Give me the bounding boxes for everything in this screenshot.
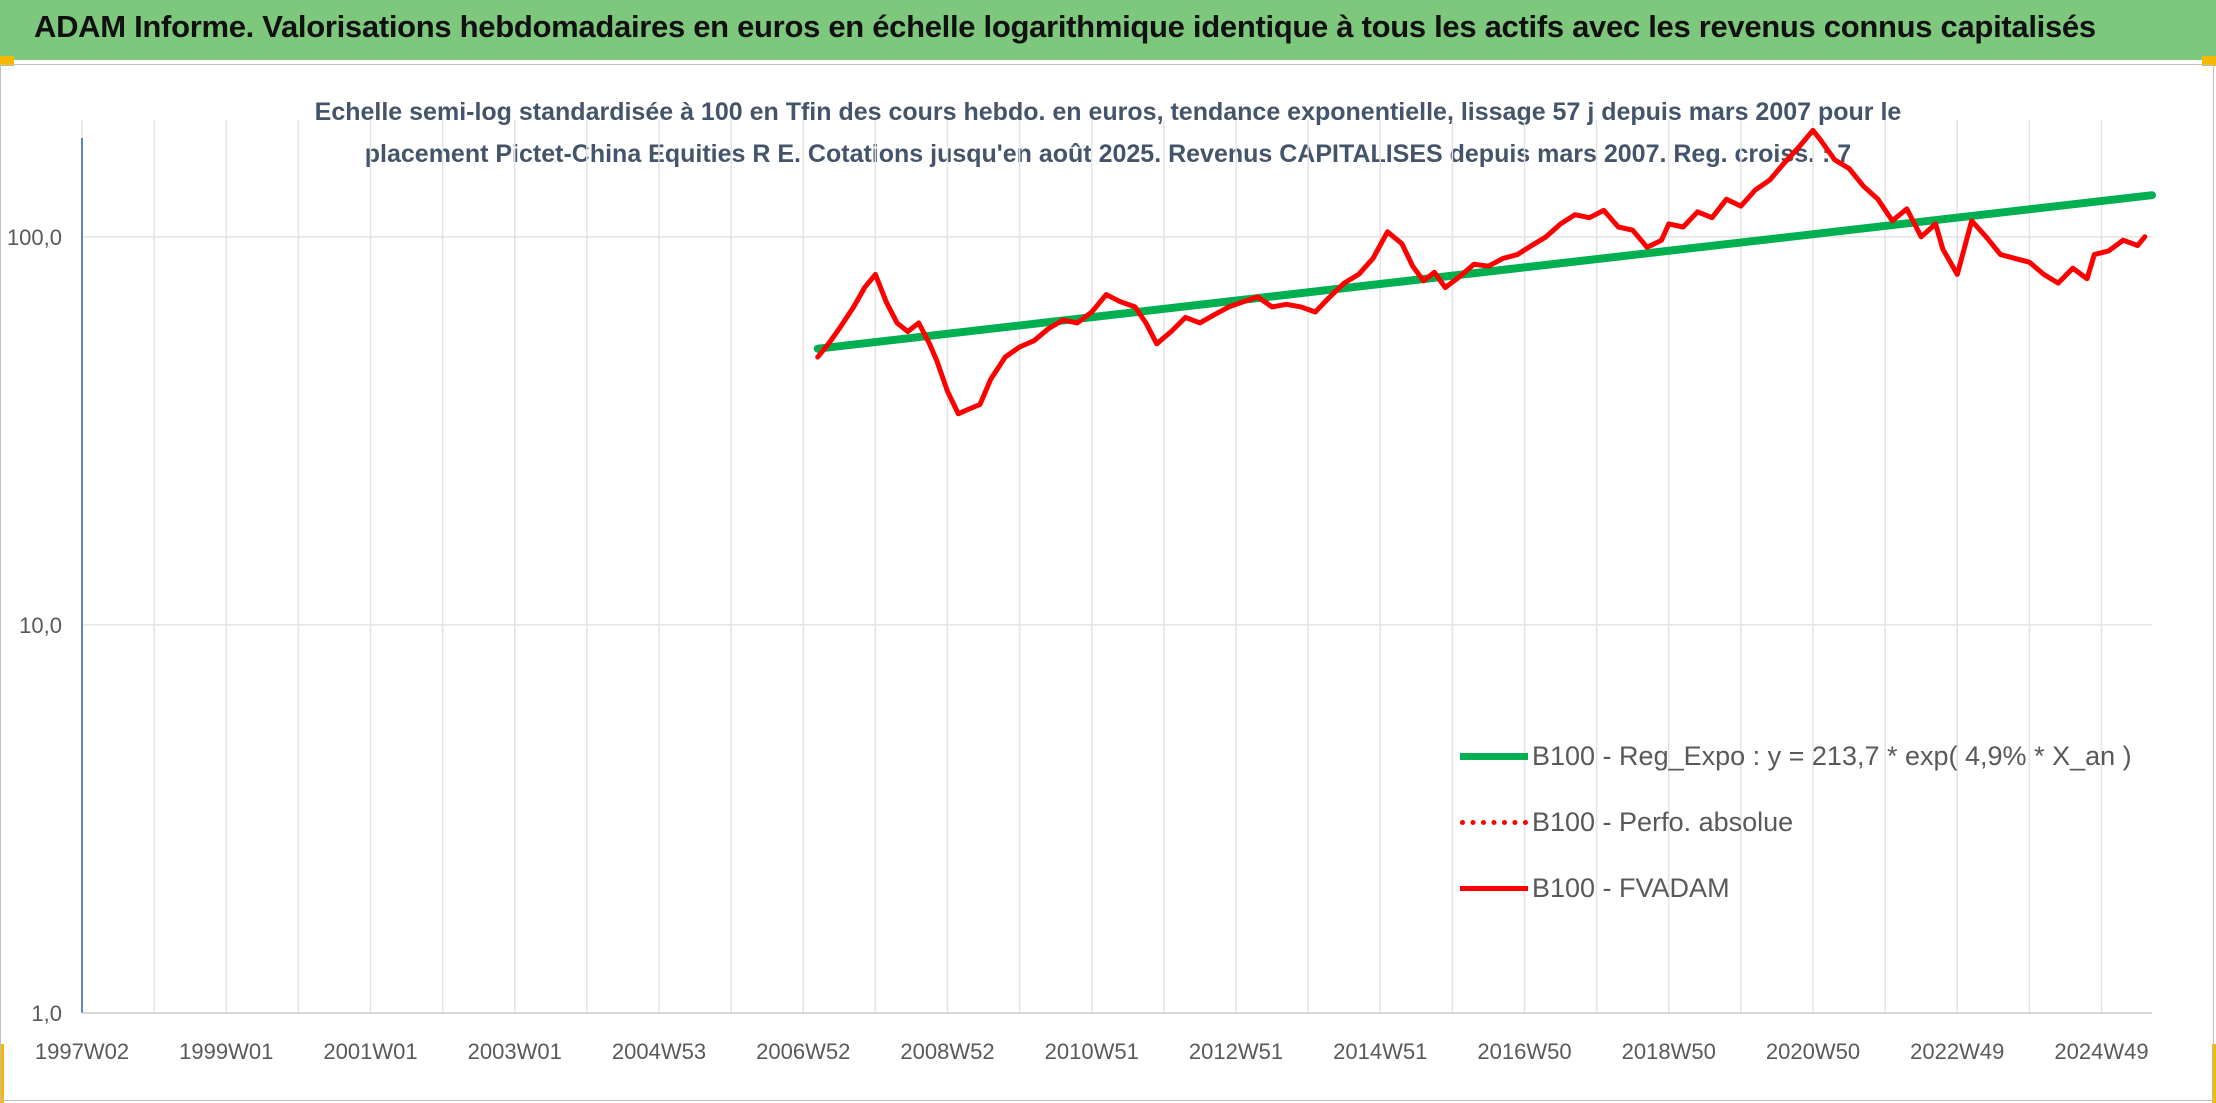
corner-marker-top-left	[0, 56, 14, 66]
x-tick-label: 2012W51	[1189, 1039, 1283, 1064]
x-tick-label: 2018W50	[1622, 1039, 1716, 1064]
x-tick-label: 2014W51	[1333, 1039, 1427, 1064]
y-tick-label: 10,0	[19, 613, 62, 638]
legend-label: B100 - Reg_Expo : y = 213,7 * exp( 4,9% …	[1532, 740, 2132, 771]
series-line-fvadam	[815, 127, 2148, 417]
x-tick-label: 2006W52	[756, 1039, 850, 1064]
x-tick-label: 1997W02	[35, 1039, 129, 1064]
legend-swatch	[1460, 752, 1528, 760]
y-tick-label: 1,0	[31, 1001, 62, 1026]
x-tick-label: 2022W49	[1910, 1039, 2004, 1064]
header-bar: ADAM Informe. Valorisations hebdomadaire…	[0, 0, 2216, 60]
chart-title-line1: Echelle semi-log standardisée à 100 en T…	[314, 98, 1902, 126]
series-line-reg-expo	[813, 191, 2156, 353]
x-tick-label: 2004W53	[612, 1039, 706, 1064]
legend-item: B100 - FVADAM	[1460, 870, 1730, 906]
y-tick-label: 100,0	[7, 225, 62, 250]
chart-frame	[0, 64, 2214, 1101]
corner-marker-top-right	[2202, 56, 2216, 66]
x-tick-label: 1999W01	[179, 1039, 273, 1064]
corner-marker-bottom-left	[0, 1044, 4, 1103]
corner-marker-bottom-right	[2212, 1044, 2216, 1103]
legend-item: B100 - Reg_Expo : y = 213,7 * exp( 4,9% …	[1460, 738, 2132, 774]
legend-swatch	[1460, 885, 1528, 891]
x-tick-label: 2016W50	[1477, 1039, 1571, 1064]
chart-title-line2: placement Pictet-China Equities R E. Cot…	[364, 140, 1852, 168]
x-tick-label: 2020W50	[1766, 1039, 1860, 1064]
legend-label: B100 - Perfo. absolue	[1532, 806, 1794, 837]
x-tick-label: 2001W01	[323, 1039, 417, 1064]
header-title: ADAM Informe. Valorisations hebdomadaire…	[34, 9, 2096, 44]
legend-swatch	[1460, 819, 1528, 825]
legend-item: B100 - Perfo. absolue	[1460, 804, 1793, 840]
x-tick-label: 2024W49	[2054, 1039, 2148, 1064]
x-tick-label: 2003W01	[468, 1039, 562, 1064]
legend-label: B100 - FVADAM	[1532, 872, 1730, 903]
x-tick-label: 2010W51	[1045, 1039, 1139, 1064]
x-tick-label: 2008W52	[900, 1039, 994, 1064]
